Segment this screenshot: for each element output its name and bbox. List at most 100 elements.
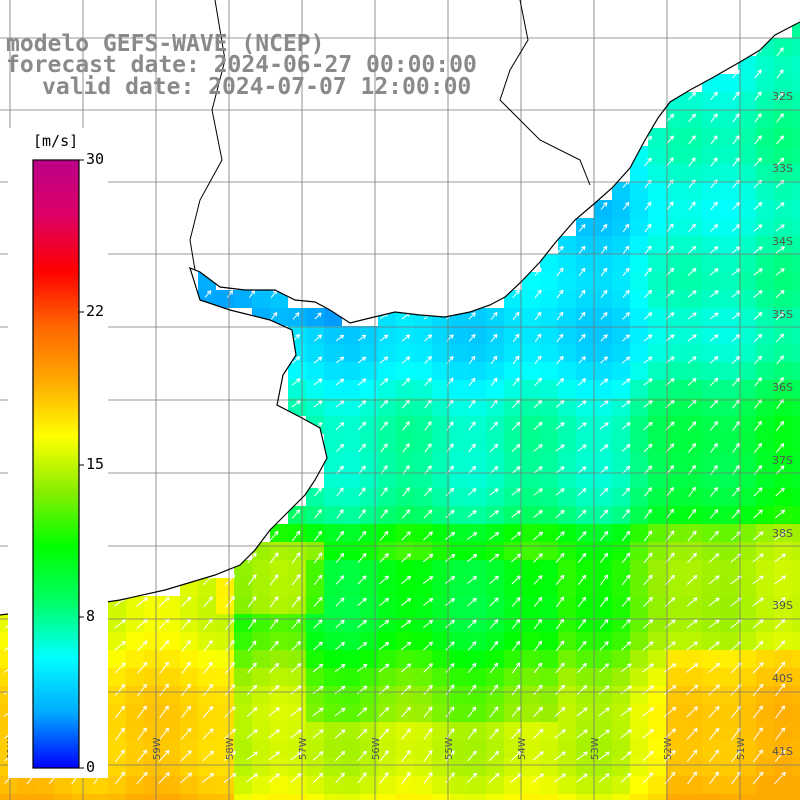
wind-arrow [246,773,258,783]
wind-cell [594,722,612,740]
wind-cell [360,776,378,794]
wind-arrow [401,531,411,541]
wind-cell [504,794,522,800]
wind-cell [108,740,126,758]
wind-cell [648,164,666,182]
wind-cell [198,668,216,686]
wind-cell [486,722,504,740]
wind-cell [630,380,648,398]
wind-cell [684,578,702,596]
wind-arrow [511,597,521,607]
wind-arrow [622,223,630,233]
wind-arrow [225,662,235,674]
wind-arrow [644,267,652,277]
wind-cell [792,740,800,758]
wind-cell [702,92,720,110]
wind-cell [90,794,108,800]
wind-arrow [445,706,455,718]
wind-cell [774,758,792,776]
wind-cell [666,128,684,146]
wind-cell [486,704,504,722]
wind-arrow [599,641,609,651]
wind-cell [720,146,738,164]
wind-arrow [137,727,147,741]
wind-cell [378,380,396,398]
wind-arrow [401,334,411,342]
wind-cell [630,416,648,434]
wind-cell [450,650,468,668]
wind-arrow [555,531,565,541]
wind-cell [756,452,774,470]
wind-arrow [114,662,126,674]
wind-cell [612,452,630,470]
wind-cell [792,650,800,668]
wind-arrow [334,750,346,761]
wind-cell [558,722,576,740]
wind-cell [396,362,414,380]
wind-cell [270,524,288,542]
wind-arrow [687,245,697,255]
wind-arrow [598,663,610,673]
latitude-label: 40S [772,672,793,685]
wind-cell [576,236,594,254]
wind-cell [666,326,684,344]
wind-cell [522,362,540,380]
wind-arrow [776,377,784,387]
wind-arrow [556,267,564,277]
wind-arrow [688,201,696,211]
wind-arrow [774,771,786,785]
wind-cell [468,578,486,596]
wind-cell [756,272,774,290]
wind-cell [756,722,774,740]
wind-arrow [314,312,322,320]
longitude-label: 53W [590,737,601,760]
wind-cell [396,524,414,542]
wind-cell [216,596,234,614]
wind-cell [342,506,360,524]
wind-cell [792,794,800,800]
wind-cell [684,740,702,758]
wind-arrow [468,465,477,474]
colorbar-gradient [32,159,80,769]
wind-cell [414,650,432,668]
wind-cell [594,416,612,434]
wind-cell [702,524,720,542]
wind-arrow [467,662,477,674]
wind-cell [666,362,684,380]
wind-cell [576,434,594,452]
wind-cell [666,650,684,668]
wind-arrow [489,706,499,718]
wind-cell [648,704,666,722]
wind-arrow [642,772,654,784]
wind-arrow [510,728,522,740]
wind-cell [504,452,522,470]
wind-cell [432,650,450,668]
wind-cell [288,398,306,416]
wind-cell [324,470,342,488]
wind-cell [648,362,666,380]
wind-arrow [600,223,608,232]
wind-cell [558,578,576,596]
wind-arrow [643,530,653,542]
wind-cell [342,362,360,380]
wind-arrow [158,772,170,784]
wind-cell [414,578,432,596]
wind-cell [378,650,396,668]
wind-arrow [401,575,412,585]
wind-cell [522,434,540,452]
wind-cell [702,542,720,560]
wind-cell [774,452,792,470]
wind-cell [108,758,126,776]
wind-cell [234,758,252,776]
wind-arrow [708,641,720,651]
wind-arrow [357,750,367,762]
wind-arrow [357,400,367,408]
latitude-label: 33S [772,162,793,175]
wind-arrow [290,707,302,717]
wind-cell [180,758,198,776]
wind-cell [702,272,720,290]
wind-arrow [776,113,784,123]
wind-arrow [489,597,499,607]
wind-arrow [489,575,499,585]
wind-cell [162,632,180,650]
